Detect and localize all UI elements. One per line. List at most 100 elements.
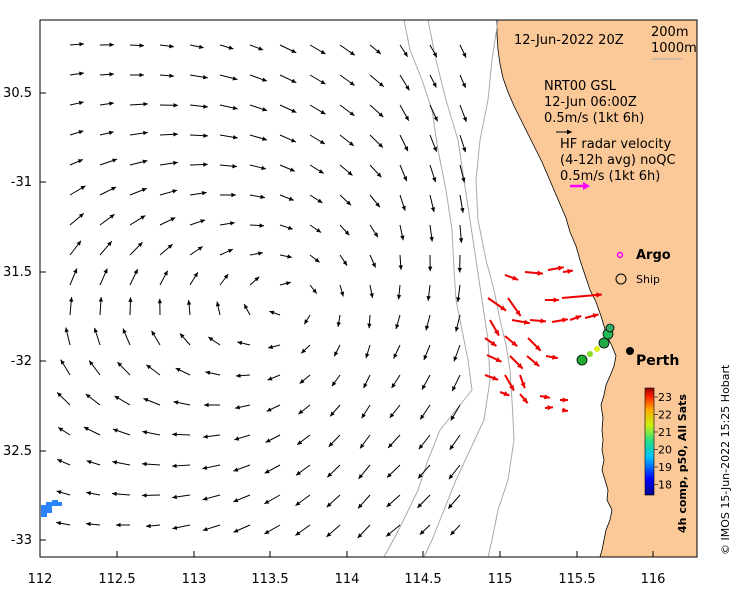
model-arrow: [425, 314, 431, 331]
model-arrow: [219, 164, 237, 169]
model-arrow: [117, 361, 131, 376]
model-arrow: [129, 215, 146, 226]
model-arrow: [456, 284, 461, 303]
model-arrow: [69, 212, 85, 226]
model-arrow: [129, 268, 139, 286]
model-arrow: [159, 243, 173, 256]
model-arrow: [202, 464, 221, 470]
y-tick-label: 31.5: [3, 265, 32, 280]
model-arrow: [93, 327, 101, 346]
model-arrow: [129, 159, 148, 166]
model-arrow: [249, 251, 263, 256]
model-arrow: [203, 434, 221, 439]
radar-arrow: [526, 355, 540, 368]
radar-arrow: [529, 318, 547, 324]
model-arrow: [85, 393, 101, 406]
model-scale-arrow: [556, 129, 572, 135]
model-arrow: [159, 160, 178, 166]
model-arrow: [303, 314, 311, 325]
model-arrow: [142, 461, 161, 467]
model-arrow: [159, 189, 178, 196]
model-arrow: [429, 134, 438, 152]
model-arrow: [399, 224, 405, 241]
radar-arrow: [527, 337, 542, 352]
radar-legend-title: HF radar velocity: [560, 137, 672, 152]
model-arrow: [69, 240, 82, 256]
radar-arrow: [486, 354, 502, 363]
model-arrow: [398, 254, 403, 270]
model-arrow: [385, 524, 401, 537]
depth-200-label: 200m: [651, 25, 688, 40]
model-arrow: [326, 494, 341, 508]
model-arrow: [159, 44, 174, 49]
model-arrow: [249, 44, 264, 51]
model-arrow: [56, 490, 71, 496]
model-arrow: [98, 297, 104, 316]
model-arrow: [99, 72, 114, 77]
model-arrow: [249, 276, 260, 286]
model-arrow: [114, 395, 131, 406]
model-arrow: [295, 464, 311, 476]
radar-arrow: [507, 297, 522, 317]
model-arrow: [264, 464, 281, 474]
model-arrow: [369, 164, 382, 178]
model-arrow: [357, 494, 371, 509]
colorbar-tick-label: 20: [658, 444, 672, 457]
model-arrow: [88, 360, 101, 376]
model-arrow: [386, 464, 401, 478]
model-arrow: [172, 432, 191, 437]
radar-arrow: [539, 394, 551, 400]
model-arrow: [99, 130, 114, 136]
x-tick-label: 114.5: [404, 572, 441, 587]
model-arrow: [369, 194, 381, 208]
model-arrow: [459, 44, 467, 58]
colorbar-tick-label: 18: [658, 479, 672, 492]
model-arrow: [329, 404, 341, 417]
model-arrow: [112, 460, 131, 466]
model-arrow: [128, 297, 133, 316]
model-arrow: [279, 74, 297, 84]
model-arrow: [219, 134, 238, 140]
model-arrow: [450, 524, 461, 536]
model-arrow: [399, 74, 410, 91]
model-arrow: [99, 158, 118, 166]
model-arrow: [458, 224, 464, 243]
model-arrow: [447, 494, 461, 509]
model-arrow: [249, 223, 265, 228]
model-arrow: [279, 254, 293, 259]
radar-arrow: [484, 374, 499, 381]
model-arrow: [339, 134, 355, 147]
model-arrow: [279, 104, 297, 113]
model-arrow: [115, 522, 131, 528]
model-arrow: [369, 284, 374, 299]
model-arrow: [399, 44, 409, 58]
model-arrow: [339, 194, 352, 206]
y-tick-label: 32.5: [3, 444, 32, 459]
radar-arrow: [562, 268, 574, 274]
model-arrow: [173, 400, 191, 406]
model-arrow: [215, 301, 221, 316]
model-arrow: [359, 434, 371, 449]
colorbar: [644, 387, 655, 496]
model-arrow: [69, 100, 84, 106]
model-arrow: [299, 374, 311, 384]
x-tick-label: 115.5: [558, 572, 595, 587]
model-arrow: [219, 192, 236, 198]
model-arrow: [57, 427, 71, 436]
hf-radar-arrows: [484, 265, 602, 413]
model-arrow: [189, 191, 207, 196]
model-arrow: [69, 297, 74, 316]
model-arrow: [219, 44, 234, 50]
model-arrow: [141, 493, 161, 498]
radar-arrow: [524, 270, 544, 276]
model-arrow: [451, 374, 461, 392]
radar-arrow: [509, 355, 524, 370]
model-arrow: [99, 268, 108, 286]
model-arrow: [363, 374, 371, 389]
radar-arrow: [504, 374, 515, 392]
model-arrow: [426, 284, 431, 301]
model-arrow: [339, 44, 356, 56]
radar-arrow: [511, 319, 530, 325]
model-arrow: [233, 494, 251, 503]
model-arrow: [369, 44, 382, 55]
